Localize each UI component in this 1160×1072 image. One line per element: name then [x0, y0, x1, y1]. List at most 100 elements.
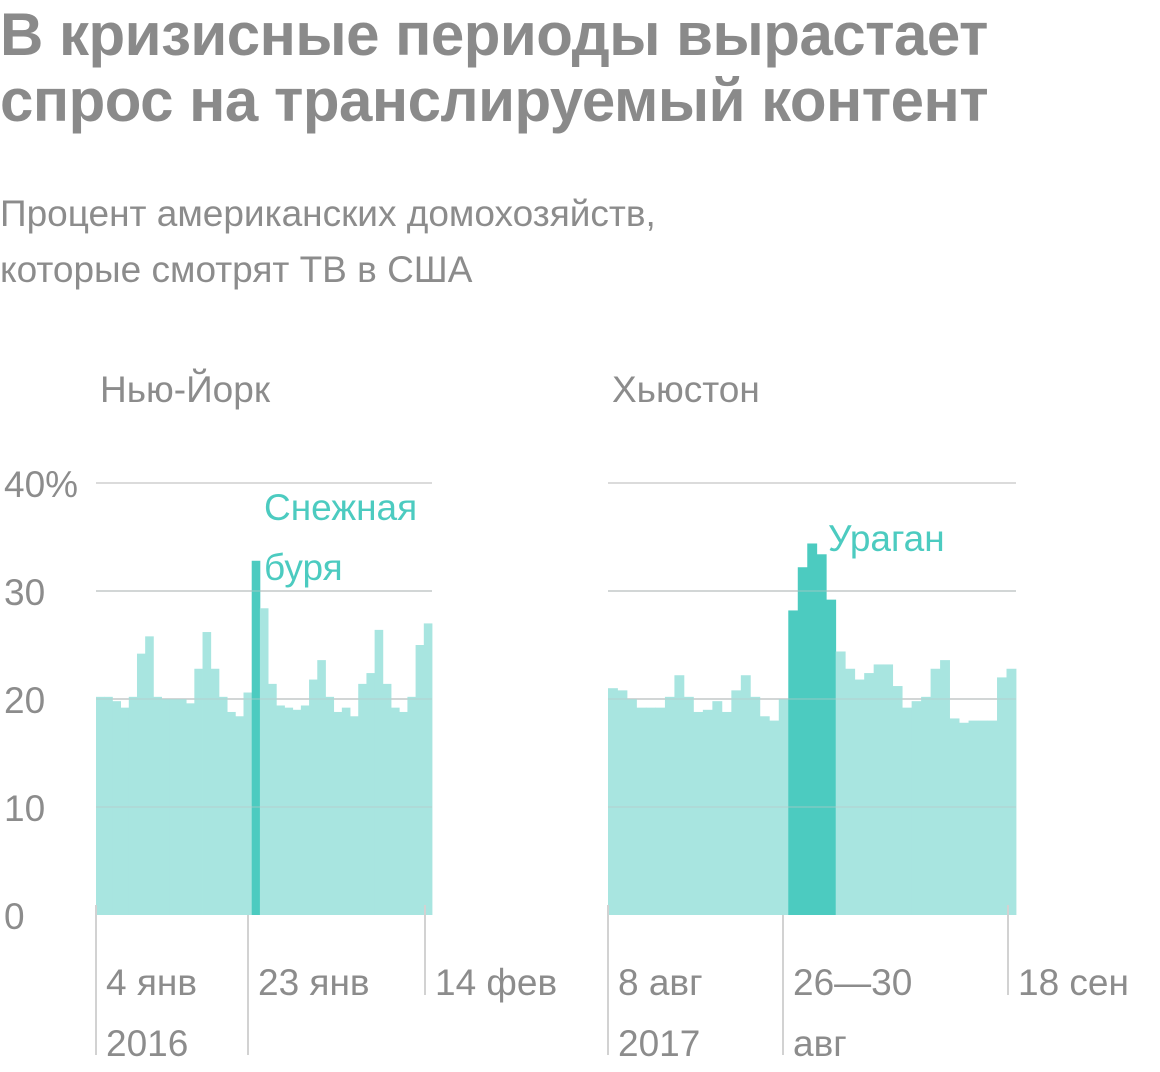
bar [382, 683, 392, 915]
bar [128, 696, 138, 915]
bar [350, 716, 359, 915]
bar [683, 696, 694, 915]
bar [284, 707, 294, 915]
bar [636, 707, 647, 915]
bar [930, 668, 941, 915]
bar [902, 707, 913, 915]
bar [194, 668, 203, 915]
bar [235, 716, 244, 915]
bar [740, 675, 751, 915]
bar [423, 623, 433, 915]
bar [1006, 668, 1017, 915]
bar [227, 711, 236, 915]
bar [731, 690, 742, 915]
bar [978, 720, 988, 915]
annotation-label: Ураган [828, 518, 945, 559]
highlight-bar [251, 560, 261, 915]
bar [721, 711, 732, 915]
bar [997, 677, 1007, 915]
bar [883, 664, 894, 915]
x-tick-label: 4 янв [106, 962, 197, 1003]
bar [399, 711, 408, 915]
bar [276, 705, 285, 915]
bar [959, 722, 969, 915]
highlight-bar [797, 567, 808, 915]
bar [120, 707, 130, 915]
y-tick-label: 40% [4, 464, 78, 505]
bar [921, 696, 932, 915]
x-tick-label-line2: 2016 [106, 1023, 188, 1064]
bar [300, 705, 310, 915]
y-tick-label: 20 [4, 680, 45, 721]
x-tick-label: 14 фев [435, 962, 557, 1003]
highlight-bar [826, 599, 837, 915]
bar [391, 707, 400, 915]
bar [759, 716, 770, 915]
bar [309, 679, 318, 915]
subtitle-line-1: Процент американских домохозяйств, [0, 193, 656, 234]
bar [136, 653, 146, 915]
x-tick-label-line2: 2017 [618, 1023, 700, 1064]
x-tick-label: 18 сен [1018, 962, 1129, 1003]
bar [333, 711, 343, 915]
x-tick-label: 23 янв [258, 962, 370, 1003]
bar [202, 632, 212, 915]
bar [702, 709, 713, 915]
bar [873, 664, 884, 915]
bar [664, 696, 675, 915]
bar [415, 645, 425, 915]
bar [407, 696, 417, 915]
bar [693, 711, 704, 915]
bar [854, 679, 865, 915]
bar [845, 668, 856, 915]
bar [968, 720, 979, 915]
highlight-bar [816, 554, 827, 915]
x-tick-label-line2: авг [793, 1023, 847, 1064]
subtitle-line-2: которые смотрят ТВ в США [0, 249, 473, 290]
highlight-bar [788, 610, 799, 915]
bar [325, 696, 335, 915]
y-tick-label: 30 [4, 572, 45, 613]
bar [674, 675, 685, 915]
annotation-label: Снежная [264, 487, 417, 528]
bar [940, 660, 950, 915]
bar [949, 718, 960, 915]
bar [835, 651, 846, 915]
bar [153, 696, 162, 915]
panel-title: Нью-Йорк [100, 368, 271, 410]
bar [712, 701, 723, 915]
bar [358, 683, 367, 915]
bar [292, 709, 302, 915]
panel-title: Хьюстон [612, 369, 760, 410]
bar [112, 701, 121, 915]
bar [210, 668, 220, 915]
bar [911, 701, 922, 915]
bar [769, 720, 780, 915]
bar [617, 690, 628, 915]
bar [145, 636, 154, 915]
bar [96, 696, 105, 915]
x-tick-label: 8 авг [618, 962, 703, 1003]
bar [186, 703, 195, 915]
bar [243, 692, 253, 915]
bar [645, 707, 656, 915]
y-tick-label: 0 [4, 896, 25, 937]
bar [374, 629, 384, 915]
chart-subtitle: Процент американских домохозяйств, котор… [0, 186, 1160, 298]
bar [608, 688, 618, 915]
bar [268, 683, 277, 915]
bar [987, 720, 998, 915]
chart-title: В кризисные периоды вырастает спрос на т… [0, 1, 989, 134]
bar [655, 707, 666, 915]
bar [892, 686, 903, 915]
bar [750, 696, 761, 915]
bar [259, 608, 269, 915]
bar [104, 696, 113, 915]
x-tick-label: 26—30 [793, 962, 912, 1003]
bar [341, 707, 351, 915]
annotation-label: буря [264, 547, 343, 588]
y-tick-label: 10 [4, 788, 45, 829]
bar [366, 673, 376, 915]
bar [317, 660, 326, 915]
